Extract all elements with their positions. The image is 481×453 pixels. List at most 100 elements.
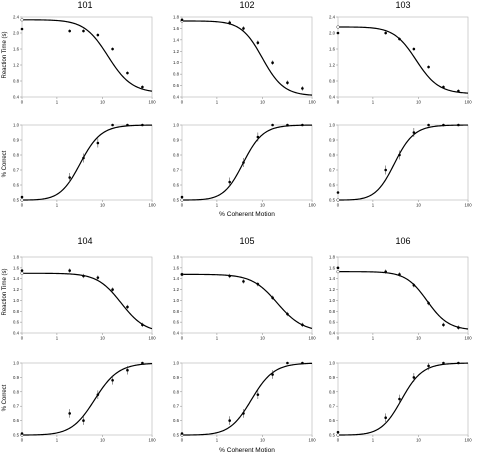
y-tick-label: 1.0 <box>13 123 20 128</box>
x-tick-label: 100 <box>464 438 472 443</box>
y-tick-label: 0.8 <box>173 72 180 77</box>
y-tick-label: 0.5 <box>329 198 336 203</box>
data-point <box>126 123 129 127</box>
data-point <box>111 123 114 127</box>
data-point <box>126 305 129 309</box>
y-tick-label: 1.2 <box>13 287 20 292</box>
y-tick-label: 0.4 <box>13 331 20 336</box>
panel-title-103: 103 <box>395 0 410 10</box>
x-tick-label: 1 <box>372 336 375 341</box>
fit-curve <box>22 124 153 201</box>
y-tick-label: 0.4 <box>13 95 20 100</box>
x-tick-label: 100 <box>308 203 316 208</box>
y-tick-label: 0.9 <box>173 138 180 143</box>
x-tick-label: 1 <box>56 100 59 105</box>
data-point <box>82 274 85 278</box>
data-point <box>301 123 304 127</box>
data-point <box>68 269 71 272</box>
fit-curve <box>338 124 469 201</box>
x-tick-label: 1 <box>216 100 219 105</box>
y-tick-label: 1.8 <box>173 15 180 20</box>
data-point <box>271 373 274 376</box>
x-tick-label: 0 <box>181 203 184 208</box>
x-tick-label: 1 <box>56 203 59 208</box>
y-tick-label: 0.4 <box>173 331 180 336</box>
x-tick-label: 100 <box>148 203 156 208</box>
x-tick-label: 0 <box>21 336 24 341</box>
y-tick-label: 1.0 <box>173 123 180 128</box>
y-tick-label: 1.6 <box>13 47 20 52</box>
data-point <box>141 123 144 127</box>
data-point <box>336 191 340 194</box>
data-point <box>384 270 387 273</box>
data-point <box>180 273 184 276</box>
y-tick-label: 1.0 <box>13 298 20 303</box>
fit-start-marker <box>336 198 340 202</box>
panel-102-pc: 0.5 0.6 0.7 0.8 0.9 1.0 0 1 10 100 <box>173 123 316 208</box>
data-point <box>68 176 71 179</box>
data-point <box>111 378 114 382</box>
y-tick-label: 0.6 <box>173 183 180 188</box>
data-point <box>126 368 129 372</box>
y-tick-label: 0.8 <box>329 79 336 84</box>
data-point <box>96 141 100 145</box>
data-point <box>398 37 401 41</box>
y-tick-label: 1.6 <box>13 265 20 270</box>
y-tick-label: 0.7 <box>13 168 20 173</box>
y-tick-label: 0.6 <box>13 418 20 423</box>
x-tick-label: 1 <box>56 438 59 443</box>
y-tick-label: 0.6 <box>329 418 336 423</box>
x-tick-label: 100 <box>148 336 156 341</box>
data-point <box>457 123 460 127</box>
fit-curve <box>182 362 313 436</box>
y-tick-label: 0.8 <box>329 153 336 158</box>
y-tick-label: 2.4 <box>13 15 20 20</box>
data-point <box>256 282 260 286</box>
fit-start-marker <box>336 433 340 437</box>
data-point <box>336 266 340 270</box>
x-tick-label: 10 <box>100 203 105 208</box>
y-tick-label: 0.5 <box>173 433 180 438</box>
y-tick-label: 1.6 <box>329 47 336 52</box>
data-point <box>96 276 100 279</box>
y-tick-label: 0.5 <box>173 198 180 203</box>
x-tick-label: 10 <box>416 336 421 341</box>
x-tick-label: 10 <box>100 100 105 105</box>
data-point <box>457 89 460 93</box>
y-tick-label: 2.0 <box>13 31 20 36</box>
x-tick-label: 10 <box>416 203 421 208</box>
plot-frame <box>21 256 153 334</box>
data-point <box>242 412 245 415</box>
data-point <box>141 323 144 327</box>
data-point <box>82 29 85 33</box>
x-tick-label: 1 <box>56 336 59 341</box>
data-point <box>398 153 401 157</box>
y-tick-label: 0.6 <box>173 418 180 423</box>
x-tick-label: 10 <box>416 438 421 443</box>
y-tick-label: 0.8 <box>13 79 20 84</box>
y-tick-label: 1.0 <box>329 361 336 366</box>
panel-title-105: 105 <box>239 236 254 246</box>
y-tick-label: 0.4 <box>173 95 180 100</box>
fit-curve <box>182 124 313 201</box>
fit-start-marker <box>336 25 340 29</box>
y-tick-label: 0.7 <box>329 168 336 173</box>
plot-frame <box>21 362 153 436</box>
x-tick-label: 0 <box>337 336 340 341</box>
x-tick-label: 0 <box>181 336 184 341</box>
data-point <box>427 364 430 368</box>
y-tick-label: 0.8 <box>173 389 180 394</box>
y-tick-label: 2.4 <box>329 15 336 20</box>
plot-frame <box>337 124 469 201</box>
panel-106-rt: 0.4 0.6 0.8 1.0 1.2 1.4 1.6 1.8 0 1 10 100 <box>329 255 472 341</box>
y-tick-label: 0.7 <box>173 168 180 173</box>
x-tick-label: 10 <box>100 336 105 341</box>
plot-frame <box>337 362 469 436</box>
data-point <box>228 21 231 25</box>
data-point <box>242 161 245 164</box>
x-tick-label: 1 <box>372 100 375 105</box>
x-tick-label: 0 <box>337 100 340 105</box>
x-tick-label: 1 <box>216 203 219 208</box>
fit-curve <box>338 362 469 436</box>
x-tick-label: 100 <box>308 438 316 443</box>
